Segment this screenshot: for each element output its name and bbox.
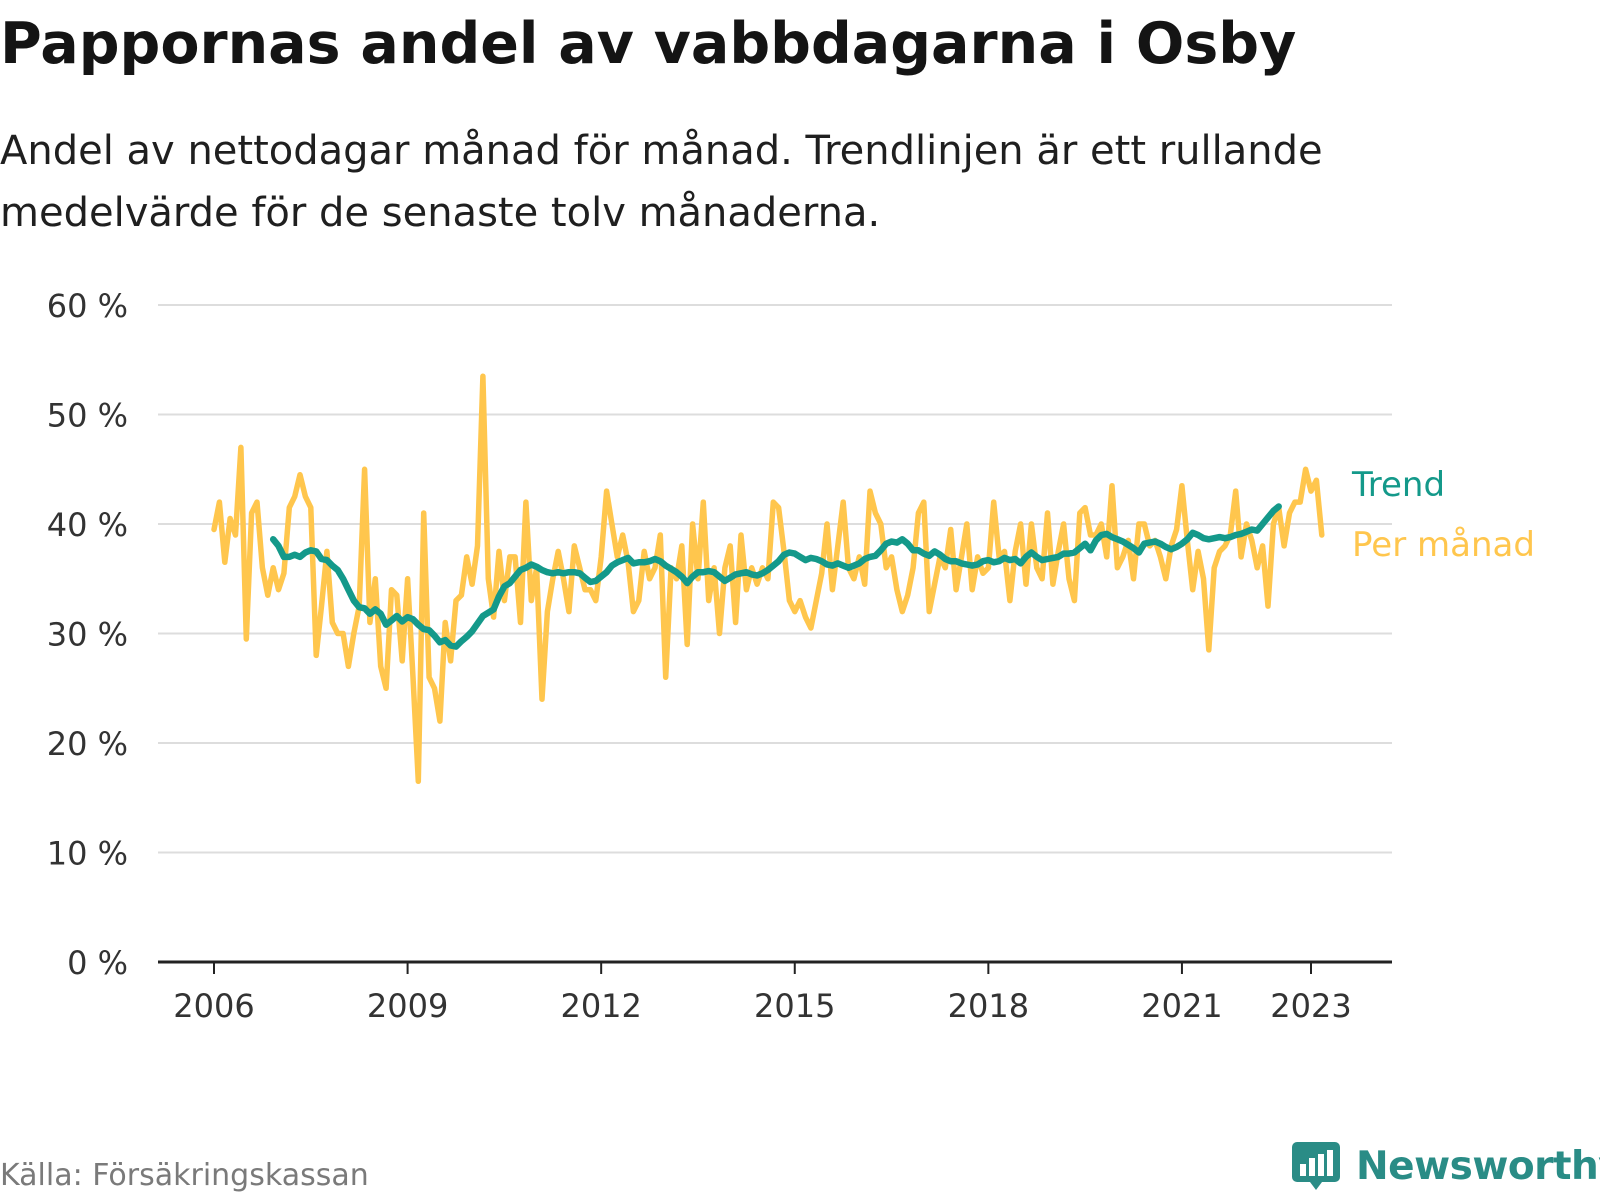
brand-logo[interactable]: Newsworthy xyxy=(1290,1140,1600,1192)
x-axis: 2006 2009 2012 2015 2018 2021 2023 xyxy=(173,962,1352,1025)
y-tick-label: 40 % xyxy=(47,506,128,544)
y-tick-label: 30 % xyxy=(47,616,128,654)
source-note: Källa: Försäkringskassan xyxy=(0,1158,369,1193)
y-axis: 0 % 10 % 20 % 30 % 40 % 50 % 60 % xyxy=(47,287,128,982)
y-tick-label: 20 % xyxy=(47,725,128,763)
monthly-series-line xyxy=(211,373,1325,785)
monthly-series-label: Per månad xyxy=(1352,525,1535,565)
x-tick-label: 2023 xyxy=(1270,987,1351,1025)
chart-subtitle: Andel av nettodagar månad för månad. Tre… xyxy=(0,128,1323,236)
x-tick-label: 2012 xyxy=(560,987,641,1025)
chart-title: Pappornas andel av vabbdagarna i Osby xyxy=(0,11,1297,77)
trend-series-line xyxy=(269,503,1282,650)
x-tick-label: 2006 xyxy=(173,987,254,1025)
series-labels: Per månad Trend xyxy=(1351,465,1535,565)
x-tick-label: 2009 xyxy=(367,987,448,1025)
y-tick-label: 50 % xyxy=(47,397,128,435)
x-tick-label: 2015 xyxy=(754,987,835,1025)
brand-name: Newsworthy xyxy=(1356,1143,1600,1189)
x-tick-label: 2018 xyxy=(948,987,1029,1025)
newsworthy-logo-icon xyxy=(1292,1142,1340,1190)
y-tick-label: 10 % xyxy=(47,835,128,873)
y-tick-label: 60 % xyxy=(47,287,128,325)
trend-series-label: Trend xyxy=(1351,465,1445,505)
x-tick-label: 2021 xyxy=(1141,987,1222,1025)
y-tick-label: 0 % xyxy=(67,944,128,982)
series-layer xyxy=(211,373,1325,785)
